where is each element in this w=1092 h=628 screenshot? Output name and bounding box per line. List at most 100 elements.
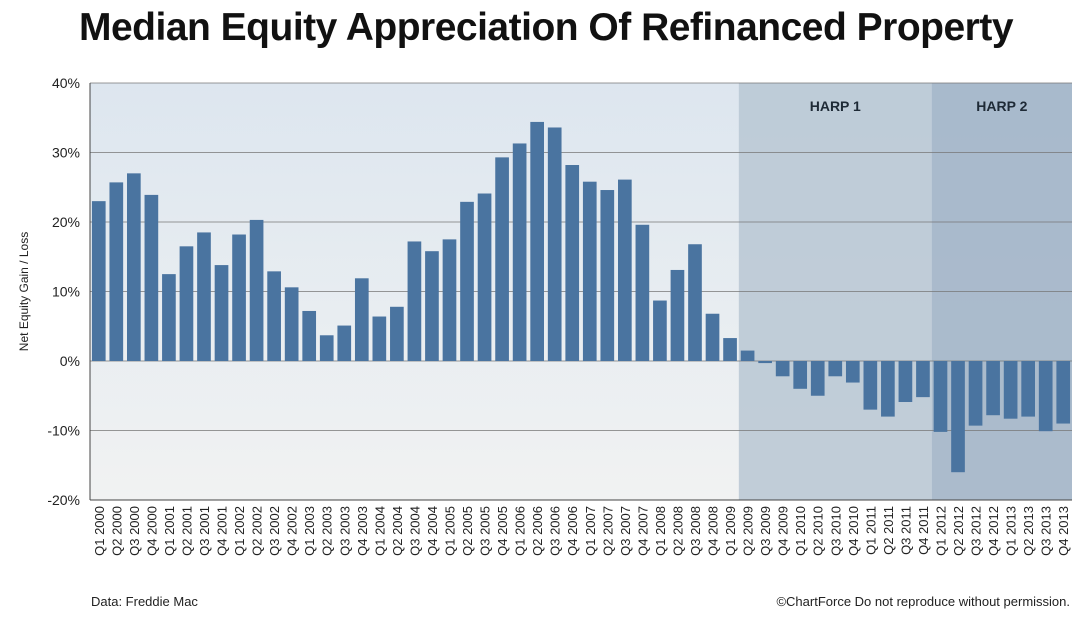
bar (390, 306, 404, 361)
x-tick-label: Q2 2008 (670, 506, 685, 556)
x-tick-label: Q3 2003 (337, 506, 352, 556)
copyright-notice: ©ChartForce Do not reproduce without per… (776, 594, 1070, 609)
x-tick-label: Q4 2003 (355, 506, 370, 556)
x-tick-label: Q3 2009 (758, 506, 773, 556)
x-tick-label: Q2 2002 (250, 506, 265, 556)
bar (916, 361, 930, 398)
bar (740, 350, 755, 361)
bar (793, 361, 808, 389)
x-tick-label: Q2 2001 (179, 506, 194, 556)
y-tick-label: 40% (52, 75, 80, 91)
bar (705, 313, 720, 361)
x-tick-label: Q1 2012 (933, 506, 948, 556)
x-tick-label: Q2 2011 (881, 506, 896, 555)
x-tick-label: Q4 2011 (916, 506, 931, 555)
axes (89, 83, 1072, 501)
x-tick-label: Q4 2000 (144, 506, 159, 556)
bar (810, 361, 825, 396)
bar (127, 173, 141, 361)
bar (372, 316, 387, 361)
bar (249, 219, 264, 361)
bar (863, 361, 878, 410)
bar (284, 287, 299, 361)
bar (214, 265, 229, 361)
x-tick-label: Q1 2013 (1004, 506, 1019, 556)
harp-band-label: HARP 1 (810, 98, 861, 114)
y-tick-label: 30% (52, 145, 80, 161)
x-tick-label: Q4 2005 (495, 506, 510, 556)
bar (653, 300, 667, 361)
x-tick-label: Q3 2001 (197, 506, 212, 556)
chart-title: Median Equity Appreciation Of Refinanced… (78, 6, 1014, 49)
x-tick-label: Q1 2011 (863, 506, 878, 555)
bar (951, 361, 965, 473)
x-tick-label: Q3 2013 (1039, 506, 1054, 556)
bar (845, 361, 860, 383)
bar (442, 239, 457, 361)
bar (354, 278, 369, 361)
bar (495, 157, 509, 361)
x-tick-label: Q1 2002 (232, 506, 247, 556)
bar (232, 234, 246, 361)
x-tick-label: Q1 2003 (302, 506, 317, 556)
x-tick-label: Q1 2006 (513, 506, 528, 556)
bar (723, 338, 737, 361)
x-tick-label: Q3 2002 (267, 506, 282, 556)
x-tick-label: Q3 2000 (127, 506, 142, 556)
x-tick-label: Q1 2009 (723, 506, 738, 556)
x-tick-label: Q3 2011 (898, 506, 913, 555)
bar (618, 179, 632, 361)
x-tick-label: Q1 2010 (793, 506, 808, 556)
bar (1056, 361, 1071, 424)
x-tick-label: Q1 2008 (653, 506, 668, 556)
bar (162, 274, 176, 361)
x-tick-label: Q4 2009 (776, 506, 791, 556)
bar (933, 361, 948, 432)
x-tick-label: Q4 2012 (986, 506, 1001, 556)
y-axis-label: Net Equity Gain / Loss (17, 232, 31, 351)
x-tick-label: Q3 2012 (969, 506, 984, 556)
x-tick-label: Q1 2000 (92, 506, 107, 556)
bar (1038, 361, 1053, 432)
y-tick-label: 10% (52, 284, 80, 300)
x-tick-label: Q3 2006 (548, 506, 563, 556)
x-tick-label: Q1 2007 (583, 506, 598, 556)
bar (775, 361, 790, 377)
x-tick-label: Q4 2010 (846, 506, 861, 556)
y-tick-label: 0% (60, 353, 80, 369)
bar (758, 361, 772, 364)
x-tick-label: Q2 2004 (390, 506, 405, 556)
bar (337, 325, 352, 361)
bar (512, 143, 527, 361)
bar (1003, 361, 1018, 419)
bar (460, 201, 474, 361)
bar (565, 165, 580, 361)
bars (91, 121, 1071, 473)
bar (968, 361, 983, 426)
x-tick-label: Q2 2013 (1021, 506, 1036, 556)
x-tick-label: Q4 2006 (565, 506, 580, 556)
harp-band-label: HARP 2 (976, 98, 1027, 114)
x-tick-label: Q4 2004 (425, 506, 440, 556)
x-tick-label: Q2 2009 (741, 506, 756, 556)
bar (109, 182, 124, 361)
x-tick-label: Q3 2004 (407, 506, 422, 556)
bar (425, 251, 439, 361)
bar (144, 194, 159, 361)
bar (267, 271, 281, 361)
bar (582, 181, 597, 361)
bar (319, 335, 334, 361)
x-tick-label: Q2 2010 (811, 506, 826, 556)
bar (688, 244, 702, 361)
x-tick-label: Q3 2010 (828, 506, 843, 556)
bar (600, 190, 615, 361)
x-tick-label: Q4 2007 (635, 506, 650, 556)
bar (477, 193, 492, 361)
bar (1021, 361, 1035, 417)
bar (91, 201, 106, 361)
x-tick-label: Q2 2000 (109, 506, 124, 556)
bar (547, 127, 562, 361)
bar (530, 121, 544, 361)
bar (986, 361, 1000, 416)
